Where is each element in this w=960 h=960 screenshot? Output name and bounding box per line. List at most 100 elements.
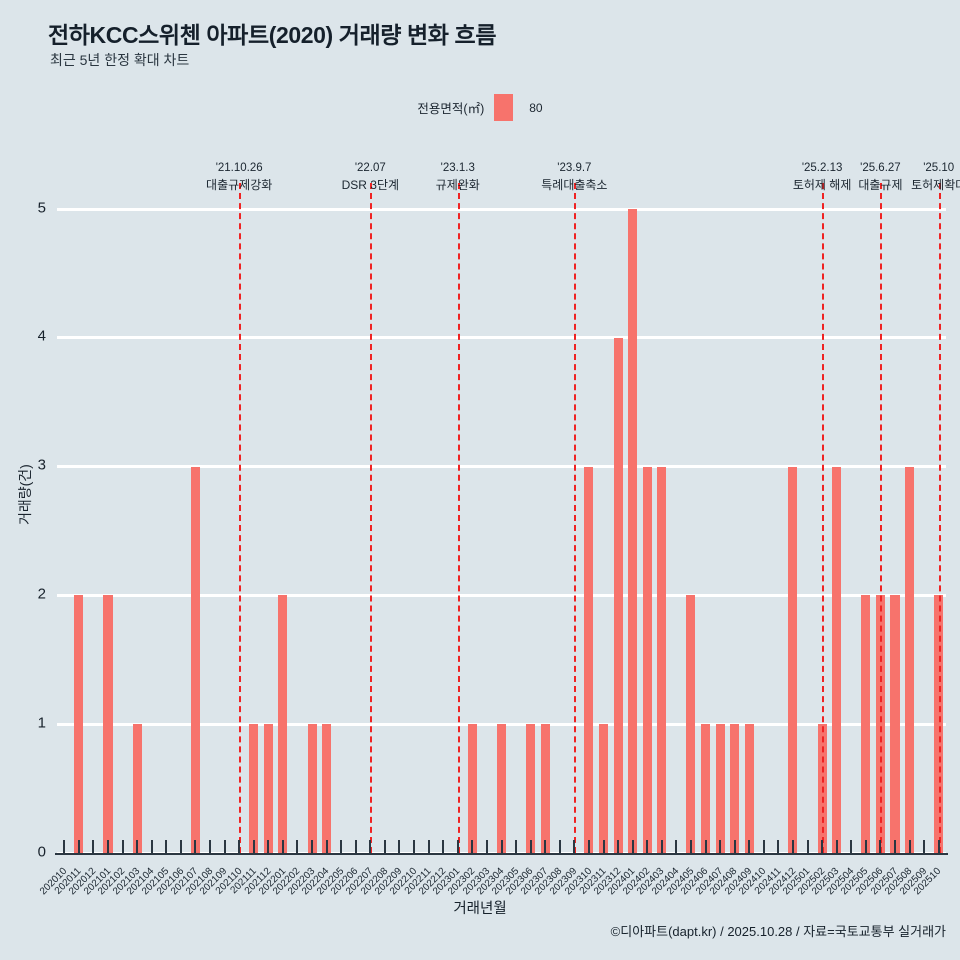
page-title: 전하KCC스위첸 아파트(2020) 거래량 변화 흐름 [48,22,497,48]
gridline-1: 1 [38,714,946,731]
x-tick [107,840,109,853]
x-tick [719,840,722,853]
x-tick [660,840,663,853]
bar[interactable] [657,466,667,853]
legend-swatch-80 [494,94,514,121]
x-tick [485,840,488,853]
event-date: '21.10.26 [215,162,263,174]
bar[interactable] [540,724,550,853]
y-tick-label-5: 5 [37,199,46,216]
x-tick [617,840,620,853]
x-tick [63,840,66,853]
x-tick [864,840,867,853]
x-tick [748,840,751,853]
x-tick [369,840,372,853]
x-tick [252,840,255,853]
bar[interactable] [584,466,594,853]
x-tick [165,840,168,853]
x-tick [806,840,809,853]
bar[interactable] [642,466,652,853]
bar[interactable] [686,595,696,853]
event-line-202110 [239,183,242,853]
y-tick-label-4: 4 [37,327,46,345]
bar[interactable] [322,724,332,853]
x-tick [500,840,503,853]
bar[interactable] [263,724,273,853]
x-tick [150,840,153,853]
x-tick [398,840,401,853]
x-tick [689,840,692,853]
x-tick [515,840,518,853]
bar[interactable] [730,724,740,853]
x-tick [529,840,532,853]
event-line-202301 [457,183,460,853]
x-tick [340,840,343,853]
x-tick [631,840,634,853]
x-tick [354,840,357,853]
bar[interactable] [715,724,725,853]
x-tick [893,840,896,853]
x-tick [311,840,314,853]
x-tick [456,840,459,853]
x-tick [587,840,590,853]
x-tick [791,840,794,853]
event-name: DSR 3단계 [341,177,400,192]
bar[interactable] [861,595,871,853]
bar[interactable] [905,466,915,853]
chart-legend: 전용면적(㎡) 80 [0,94,960,121]
bar[interactable] [132,724,142,853]
event-label-202309: '23.9.7 특례대출축소 [541,160,607,194]
bar[interactable] [526,724,536,853]
bar[interactable] [613,337,623,853]
x-axis-spine [55,853,948,855]
x-tick [937,840,940,853]
x-tick [281,840,284,853]
bar[interactable] [701,724,711,853]
bar[interactable] [103,595,113,853]
x-tick [92,840,95,853]
x-tick [427,840,430,853]
x-tick [879,840,882,853]
event-name: 토허제확대 [911,177,960,192]
event-line-202502 [822,183,825,853]
event-line-202207 [370,183,373,853]
legend-label-80: 80 [529,100,543,115]
bar[interactable] [496,724,506,853]
bar[interactable] [278,595,288,853]
bar[interactable] [832,466,842,853]
bar[interactable] [890,595,900,853]
x-tick [923,840,926,853]
x-tick [238,840,241,853]
x-tick [413,840,416,853]
bar[interactable] [628,209,638,853]
bar[interactable] [190,466,200,853]
event-date: '25.2.13 [801,162,843,174]
x-tick [558,840,561,853]
bar[interactable] [598,724,609,853]
x-tick [471,840,474,853]
bar[interactable] [788,466,798,853]
event-line-202506 [880,183,883,853]
event-label-202207: '22.07 DSR 3단계 [342,160,399,194]
x-tick [777,840,780,853]
bar-series-80 [57,209,946,853]
event-name: 대출규제 [858,177,903,192]
y-axis-label: 거래량(건) [17,464,33,525]
bar[interactable] [74,595,84,853]
event-label-202110: '21.10.26 대출규제강화 [206,160,272,194]
bar[interactable] [249,724,259,853]
legend-title: 전용면적(㎡) [417,102,485,116]
bar[interactable] [467,724,477,853]
x-tick [383,840,386,853]
x-tick [325,840,328,853]
x-tick [602,840,605,853]
x-tick [296,840,299,853]
bar[interactable] [744,724,754,853]
x-tick [179,840,182,853]
x-axis-label: 거래년월 [453,901,507,917]
bar[interactable] [307,724,317,853]
event-line-202309 [574,183,577,853]
x-tick [194,840,197,853]
gridline-3: 3 [38,457,946,474]
